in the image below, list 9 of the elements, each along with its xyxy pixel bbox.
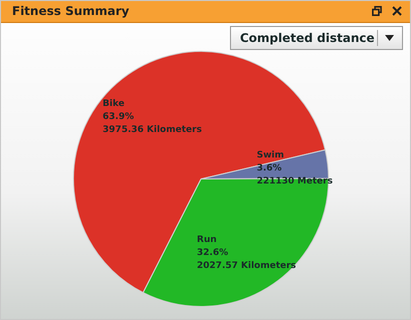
slice-label: Bike xyxy=(102,99,124,110)
chart-title: Fitness Summary xyxy=(12,4,130,18)
data-label: 63.9% xyxy=(102,112,134,122)
slice-label: Run xyxy=(196,235,217,246)
slice-label: Swim xyxy=(256,150,284,160)
data-label: 3.6% xyxy=(256,163,282,174)
chart-subtitle: Completed distance xyxy=(240,31,375,45)
data-label: 32.6% xyxy=(196,248,228,258)
text: 3975.36 Kilometers xyxy=(102,125,202,136)
